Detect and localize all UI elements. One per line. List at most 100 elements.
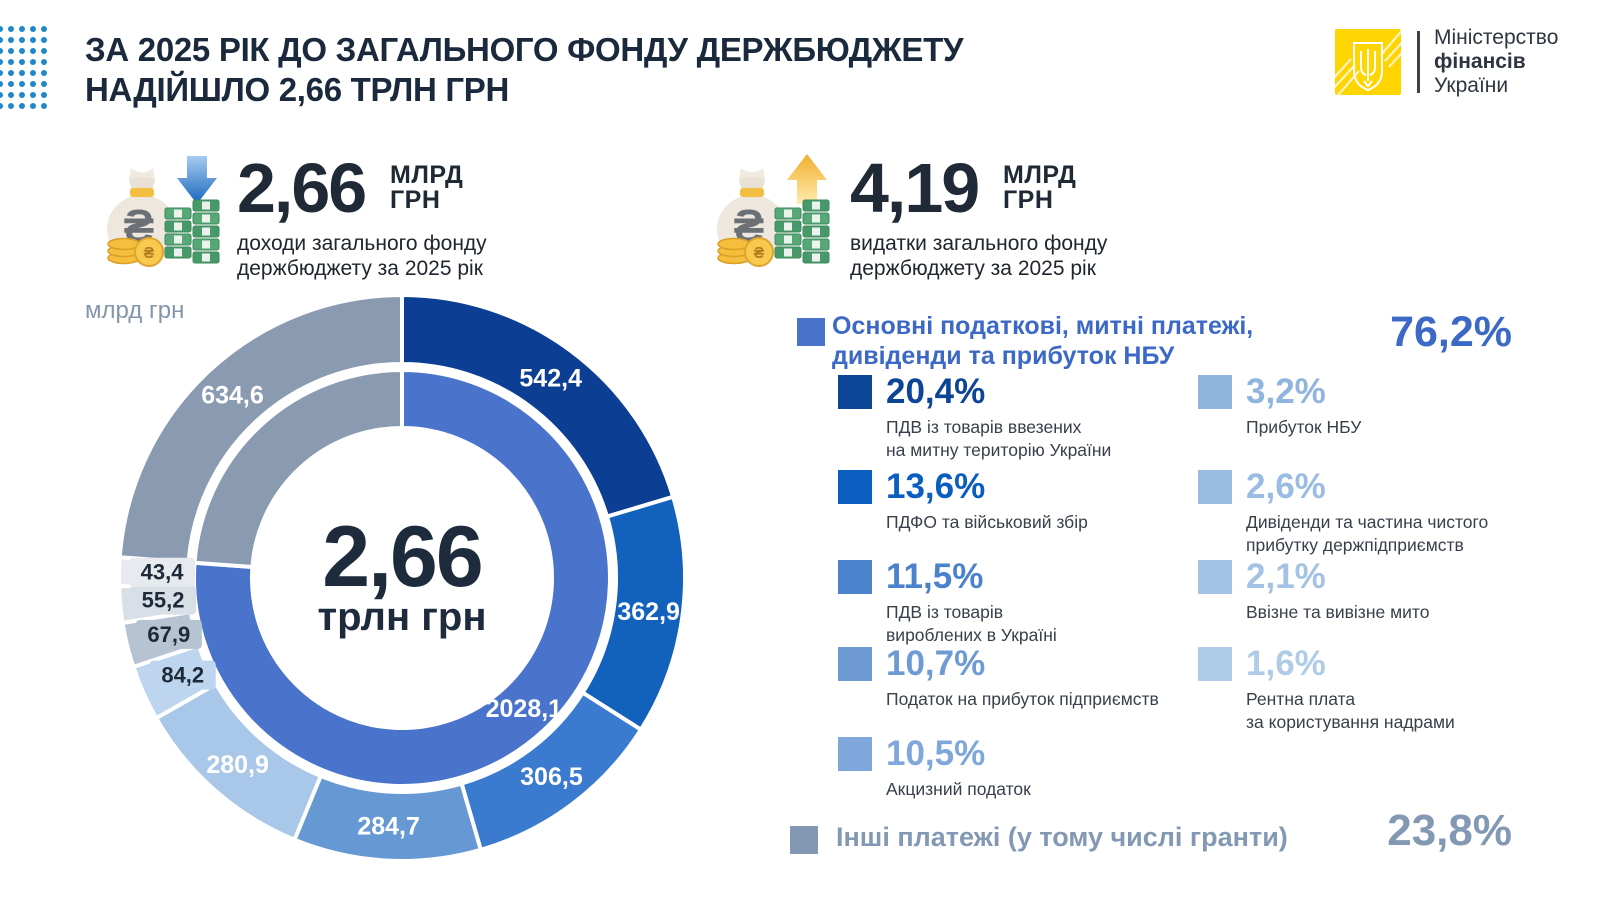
title-line-2: НАДІЙШЛО 2,66 ТРЛН ГРН — [85, 71, 510, 108]
legend-item-percent: 10,7% — [886, 644, 986, 683]
decoration-dot — [0, 59, 3, 65]
logo-divider — [1417, 31, 1420, 93]
legend-main-percent: 76,2% — [1390, 308, 1512, 356]
legend-main-label: Основні податкові, митні платежі, дивіде… — [832, 312, 1254, 370]
donut-segment-label: 84,2 — [161, 663, 204, 688]
decoration-dot — [41, 103, 47, 109]
legend-item: 2,6% Дивіденди та частина чистого прибутку… — [1198, 467, 1488, 557]
decoration-dot — [8, 81, 14, 87]
decoration-dot — [0, 26, 3, 32]
decoration-dot — [41, 70, 47, 76]
donut-segment-label: 55,2 — [142, 588, 185, 613]
expenditure-description: видатки загального фонду держбюджету за … — [850, 232, 1108, 280]
decoration-dot — [30, 59, 36, 65]
decoration-dot — [41, 92, 47, 98]
money-bag-up-arrow-icon — [716, 154, 830, 267]
decoration-dot — [41, 26, 47, 32]
legend-item-description: ПДФО та військовий збір — [886, 512, 1088, 532]
donut-segment — [117, 292, 404, 565]
legend-item: 10,7% Податок на прибуток підприємств — [838, 644, 1159, 711]
legend-item-description: Податок на прибуток підприємств — [886, 689, 1159, 709]
page-title: ЗА 2025 РІК ДО ЗАГАЛЬНОГО ФОНДУ ДЕРЖБЮДЖ… — [85, 30, 964, 110]
money-bag-down-arrow-icon — [106, 156, 220, 267]
decoration-dot — [8, 48, 14, 54]
donut-segment-label: 67,9 — [147, 622, 190, 647]
legend-item-color-swatch — [1198, 470, 1232, 504]
title-line-1: ЗА 2025 РІК ДО ЗАГАЛЬНОГО ФОНДУ ДЕРЖБЮДЖ… — [85, 31, 964, 68]
donut-chip-label-bg — [130, 585, 197, 615]
legend-item-percent: 1,6% — [1246, 644, 1326, 683]
legend-item: 11,5% ПДВ із товарів вироблених в Україні — [838, 557, 1057, 647]
legend-item-description: Дивіденди та частина чистого прибутку дер… — [1246, 512, 1489, 555]
legend-item-color-swatch — [1198, 647, 1232, 681]
donut-segment-label: 634,6 — [201, 382, 264, 410]
chart-unit-label: млрд грн — [85, 297, 185, 324]
decoration-dot — [19, 37, 25, 43]
legend-item: 2,1% Ввізне та вивізне мито — [1198, 557, 1429, 624]
up-arrow-icon — [787, 154, 827, 204]
legend-other-color-swatch — [790, 826, 818, 854]
expenditure-unit-line1: МЛРД — [1003, 161, 1077, 189]
decoration-dot — [8, 70, 14, 76]
expenditure-unit-line2: ГРН — [1003, 186, 1054, 214]
decoration-dot — [41, 59, 47, 65]
donut-segment-label: 284,7 — [357, 813, 420, 841]
legend-item-description: Прибуток НБУ — [1246, 417, 1362, 437]
decoration-dot — [19, 103, 25, 109]
donut-segment-label: 306,5 — [520, 763, 583, 791]
donut-segment-label: 2028,1 — [486, 695, 563, 723]
decoration-dot — [8, 37, 14, 43]
decoration-dot — [0, 81, 3, 87]
donut-center-label: 2,66 трлн грн — [252, 509, 552, 638]
decoration-dot — [0, 103, 3, 109]
revenue-unit: МЛРД ГРН — [390, 163, 463, 213]
legend-item-color-swatch — [838, 470, 872, 504]
trident-emblem-icon — [1335, 29, 1401, 95]
legend-item-percent: 20,4% — [886, 372, 986, 411]
legend-item: 10,5% Акцизний податок — [838, 734, 1031, 801]
legend-item-color-swatch — [838, 647, 872, 681]
decoration-dot — [0, 92, 3, 98]
legend-item: 20,4% ПДВ із товарів ввезених на митну тер… — [838, 372, 1111, 462]
revenue-value: 2,66 — [237, 149, 367, 227]
donut-segment-label: 542,4 — [519, 364, 582, 392]
revenue-description: доходи загального фонду держбюджету за 2… — [237, 232, 487, 280]
legend-other-label: Інші платежі (у тому числі гранти) — [836, 822, 1288, 852]
legend-item-description: Рентна плата за користування надрами — [1246, 689, 1455, 732]
decoration-dot — [30, 81, 36, 87]
legend-item-percent: 2,6% — [1246, 467, 1326, 506]
dot-grid-decoration — [0, 26, 52, 114]
expenditure-value: 4,19 — [850, 149, 980, 227]
legend-item: 1,6% Рентна плата за користування надрами — [1198, 644, 1455, 734]
legend-item-percent: 3,2% — [1246, 372, 1326, 411]
legend-item-percent: 2,1% — [1246, 557, 1326, 596]
legend-item-color-swatch — [838, 560, 872, 594]
donut-chip-label-bg — [135, 619, 202, 649]
legend-item-description: ПДВ із товарів вироблених в Україні — [886, 602, 1057, 645]
donut-segment-label: 362,9 — [617, 598, 680, 626]
donut-chip-label-bg — [149, 660, 216, 690]
decoration-dot — [19, 92, 25, 98]
expenditure-unit: МЛРД ГРН — [1003, 163, 1076, 213]
legend-item-description: Ввізне та вивізне мито — [1246, 602, 1430, 622]
legend-item-percent: 11,5% — [886, 557, 984, 596]
donut-chart: 542,4 362,9 306,5 284,7 280,9 84,2 67,9 55,2 43,… — [117, 292, 687, 863]
decoration-dot — [8, 103, 14, 109]
decoration-dot — [41, 81, 47, 87]
decoration-dot — [30, 48, 36, 54]
donut-chip-label-bg — [129, 557, 196, 587]
legend-item-description: ПДВ із товарів ввезених на митну територі… — [886, 417, 1112, 460]
logo-text-line3: України — [1434, 74, 1509, 97]
decoration-dot — [30, 92, 36, 98]
legend-item-color-swatch — [1198, 375, 1232, 409]
donut-segment-label: 280,9 — [206, 751, 269, 779]
donut-center-value: 2,66 — [322, 509, 483, 605]
decoration-dot — [30, 103, 36, 109]
donut-segment — [192, 367, 612, 788]
donut-segment-label: 43,4 — [141, 560, 185, 585]
decoration-dot — [41, 37, 47, 43]
revenue-unit-line1: МЛРД — [390, 161, 464, 189]
donut-segment — [192, 367, 404, 570]
logo-text: Міністерство фінансів України — [1434, 26, 1558, 98]
